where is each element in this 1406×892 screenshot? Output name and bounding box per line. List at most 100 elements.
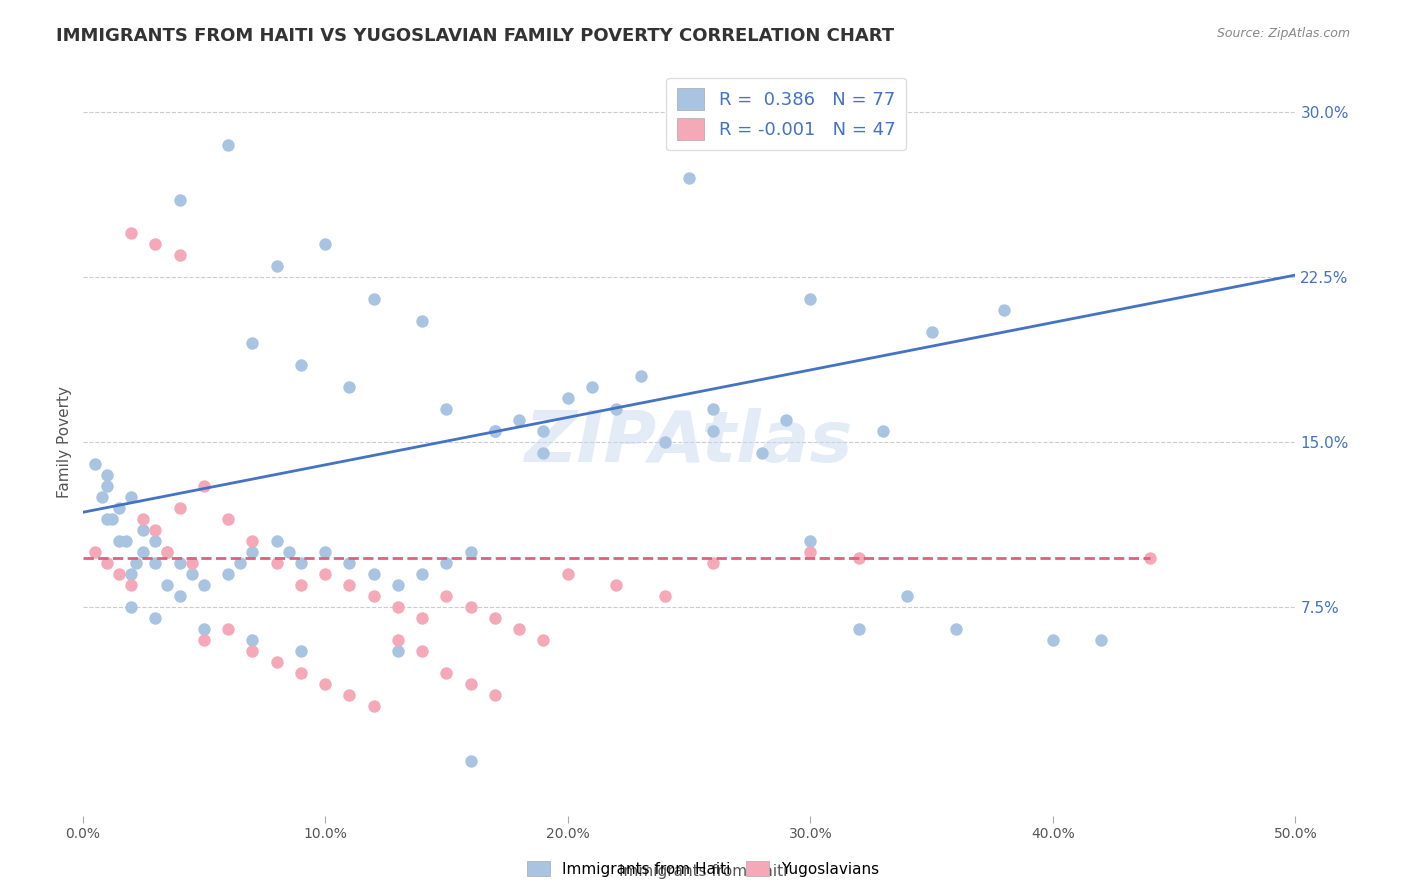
Point — [132, 545, 155, 559]
Point — [314, 237, 336, 252]
Point — [290, 644, 312, 658]
Point — [108, 566, 131, 581]
Point — [314, 676, 336, 690]
Point — [120, 227, 142, 241]
Point — [156, 545, 179, 559]
Point — [945, 622, 967, 636]
Point — [217, 622, 239, 636]
Y-axis label: Family Poverty: Family Poverty — [58, 386, 72, 498]
Point — [145, 556, 167, 570]
Point — [169, 248, 191, 262]
Point — [921, 325, 943, 339]
Point — [557, 391, 579, 405]
Point — [508, 622, 530, 636]
Point — [436, 589, 458, 603]
Text: ZIPAtlas: ZIPAtlas — [524, 408, 853, 476]
Point — [557, 566, 579, 581]
Point — [339, 556, 361, 570]
Point — [314, 566, 336, 581]
Point — [145, 533, 167, 548]
Point — [96, 556, 118, 570]
Point — [115, 533, 138, 548]
Point — [180, 566, 202, 581]
Point — [605, 578, 627, 592]
Point — [145, 523, 167, 537]
Point — [193, 479, 215, 493]
Point — [387, 599, 409, 614]
Point — [290, 578, 312, 592]
Point — [484, 424, 506, 438]
Point — [132, 512, 155, 526]
Point — [169, 589, 191, 603]
Point — [363, 698, 385, 713]
Point — [120, 578, 142, 592]
Text: Immigrants from Haiti: Immigrants from Haiti — [619, 863, 787, 879]
Point — [872, 424, 894, 438]
Point — [460, 545, 482, 559]
Point — [266, 655, 288, 669]
Point — [290, 665, 312, 680]
Point — [83, 545, 105, 559]
Point — [363, 566, 385, 581]
Point — [896, 589, 918, 603]
Point — [581, 380, 603, 394]
Point — [436, 556, 458, 570]
Point — [169, 194, 191, 208]
Point — [242, 336, 264, 351]
Point — [242, 632, 264, 647]
Point — [125, 556, 148, 570]
Point — [654, 435, 676, 450]
Point — [411, 611, 433, 625]
Point — [993, 303, 1015, 318]
Point — [91, 490, 114, 504]
Point — [460, 676, 482, 690]
Point — [436, 665, 458, 680]
Point — [314, 545, 336, 559]
Text: Source: ZipAtlas.com: Source: ZipAtlas.com — [1216, 27, 1350, 40]
Point — [242, 644, 264, 658]
Point — [100, 512, 122, 526]
Point — [156, 545, 179, 559]
Point — [169, 500, 191, 515]
Point — [702, 424, 724, 438]
Point — [363, 589, 385, 603]
Point — [339, 578, 361, 592]
Point — [484, 688, 506, 702]
Point — [108, 533, 131, 548]
Point — [775, 413, 797, 427]
Point — [156, 578, 179, 592]
Point — [290, 556, 312, 570]
Point — [83, 457, 105, 471]
Point — [1042, 632, 1064, 647]
Point — [339, 380, 361, 394]
Point — [193, 622, 215, 636]
Point — [848, 551, 870, 566]
Point — [411, 644, 433, 658]
Point — [387, 578, 409, 592]
Point — [242, 533, 264, 548]
Point — [1139, 551, 1161, 566]
Point — [484, 424, 506, 438]
Point — [339, 688, 361, 702]
Point — [702, 556, 724, 570]
Legend: R =  0.386   N = 77, R = -0.001   N = 47: R = 0.386 N = 77, R = -0.001 N = 47 — [666, 78, 905, 151]
Point — [387, 644, 409, 658]
Point — [242, 545, 264, 559]
Point — [411, 566, 433, 581]
Point — [533, 446, 555, 460]
Point — [290, 358, 312, 372]
Point — [217, 138, 239, 153]
Point — [266, 533, 288, 548]
Point — [387, 632, 409, 647]
Point — [508, 413, 530, 427]
Point — [363, 292, 385, 306]
Point — [193, 632, 215, 647]
Point — [702, 402, 724, 417]
Point — [533, 424, 555, 438]
Text: IMMIGRANTS FROM HAITI VS YUGOSLAVIAN FAMILY POVERTY CORRELATION CHART: IMMIGRANTS FROM HAITI VS YUGOSLAVIAN FAM… — [56, 27, 894, 45]
Legend: Immigrants from Haiti, Yugoslavians: Immigrants from Haiti, Yugoslavians — [519, 853, 887, 884]
Point — [108, 500, 131, 515]
Point — [96, 479, 118, 493]
Point — [277, 545, 299, 559]
Point — [751, 446, 773, 460]
